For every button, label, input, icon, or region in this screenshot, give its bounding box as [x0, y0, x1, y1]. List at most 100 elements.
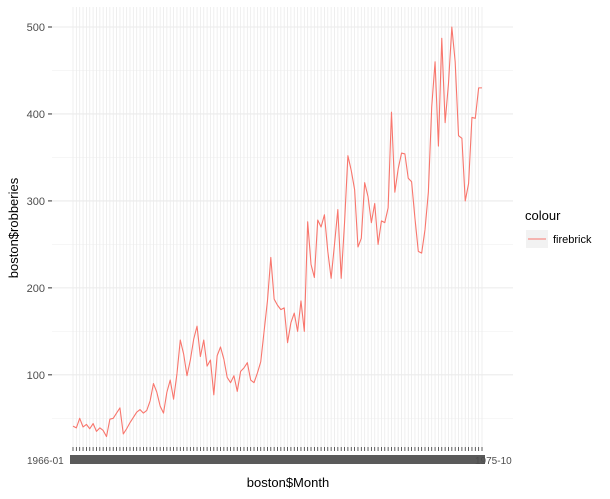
x-tick-label-blur	[271, 455, 278, 464]
x-tick-label-blur	[274, 455, 281, 464]
x-tick-label-blur	[147, 455, 154, 464]
x-tick-label-blur	[207, 455, 214, 464]
x-tick-label-blur	[318, 455, 325, 464]
x-tick-label-blur	[110, 455, 117, 464]
x-tick-label-blur	[126, 455, 133, 464]
x-tick-label-blur	[180, 455, 187, 464]
x-tick-label-blur	[428, 455, 435, 464]
x-tick-label-blur	[287, 455, 294, 464]
x-tick-label-blur	[284, 455, 291, 464]
x-tick-label-blur	[86, 455, 93, 464]
x-tick-label-blur	[93, 455, 100, 464]
x-tick-label-blur	[304, 455, 311, 464]
x-tick-label-blur	[314, 455, 321, 464]
x-tick-label-blur	[391, 455, 398, 464]
x-tick-label-blur	[237, 455, 244, 464]
series-layer	[72, 26, 482, 438]
x-tick-label-blur	[264, 455, 271, 464]
x-tick-label-blur	[408, 455, 415, 464]
grid	[52, 7, 513, 447]
plot-panel	[52, 7, 513, 447]
x-tick-label-blur	[254, 455, 261, 464]
x-tick-label-blur	[297, 455, 304, 464]
x-tick-label-blur	[324, 455, 331, 464]
x-tick-label-blur	[422, 455, 429, 464]
x-tick-label-blur	[435, 455, 442, 464]
x-tick-label-blur	[120, 455, 127, 464]
x-tick-label-blur	[251, 455, 258, 464]
x-tick-label-blur	[328, 455, 335, 464]
x-tick-label-blur	[385, 455, 392, 464]
x-tick-label-blur	[224, 455, 231, 464]
x-tick-label-blur	[351, 455, 358, 464]
x-tick-label-blur	[398, 455, 405, 464]
x-tick-label-blur	[100, 455, 107, 464]
legend: colour firebrick	[525, 208, 592, 248]
x-tick-label-blur	[462, 455, 469, 464]
x-tick-label-blur	[240, 455, 247, 464]
x-tick-label-blur	[103, 455, 110, 464]
x-tick-label-blur	[197, 455, 204, 464]
x-tick-label-blur	[173, 455, 180, 464]
x-tick-label-blur	[375, 455, 382, 464]
x-tick-label-blur	[401, 455, 408, 464]
x-tick-label-blur	[291, 455, 298, 464]
x-tick-label-blur	[458, 455, 465, 464]
x-tick-label-blur	[130, 455, 137, 464]
x-tick-label-blur	[358, 455, 365, 464]
x-tick-label-blur	[244, 455, 251, 464]
x-tick-label-blur	[425, 455, 432, 464]
x-tick-label-blur	[217, 455, 224, 464]
x-tick-label-blur	[442, 455, 449, 464]
x-tick-label-blur	[76, 455, 83, 464]
x-tick-label-blur	[116, 455, 123, 464]
x-tick-label-blur	[261, 455, 268, 464]
y-tick-label: 400	[27, 109, 45, 121]
x-tick-label-blur	[465, 455, 472, 464]
x-tick-label-blur	[200, 455, 207, 464]
x-tick-label-blur	[438, 455, 445, 464]
x-tick-label-blur	[83, 455, 90, 464]
x-tick-label-blur	[405, 455, 412, 464]
x-tick-label-blur	[137, 455, 144, 464]
x-tick-label-blur	[133, 455, 140, 464]
x-tick-label-blur	[472, 455, 479, 464]
series-line-robberies	[72, 26, 482, 438]
x-tick-label-blur	[177, 455, 184, 464]
x-tick-label-blur	[190, 455, 197, 464]
x-tick-label-blur	[468, 455, 475, 464]
x-tick-label-blur	[361, 455, 368, 464]
x-tick-label-blur	[210, 455, 217, 464]
x-tick-label-blur	[381, 455, 388, 464]
x-tick-label-blur	[160, 455, 167, 464]
x-tick-label-blur	[73, 455, 80, 464]
x-tick-label-blur	[475, 455, 482, 464]
x-tick-label-blur	[187, 455, 194, 464]
x-tick-label-blur	[220, 455, 227, 464]
x-tick-label-blur	[70, 455, 76, 464]
x-tick-label-blur	[227, 455, 234, 464]
y-tick-label: 200	[27, 283, 45, 295]
x-tick-label-blur	[455, 455, 462, 464]
x-tick-label-blur	[123, 455, 130, 464]
x-tick-label-blur	[432, 455, 439, 464]
x-tick-label-left: 1966-01	[27, 456, 64, 467]
x-tick-label-blur	[448, 455, 455, 464]
x-tick-label-blur	[415, 455, 422, 464]
legend-title: colour	[525, 208, 561, 223]
x-tick-label-blur	[106, 455, 113, 464]
x-tick-label-blur	[143, 455, 150, 464]
x-tick-label-blur	[170, 455, 177, 464]
x-tick-label-blur	[368, 455, 375, 464]
x-tick-label-blur	[80, 455, 87, 464]
y-tick-label: 500	[27, 22, 45, 34]
legend-label: firebrick	[553, 234, 592, 246]
axes: 100 200 300 400 500 1966-01 1975-10	[27, 22, 512, 467]
x-tick-label-blur	[230, 455, 237, 464]
x-tick-label-blur	[418, 455, 425, 464]
x-tick-label-blur	[157, 455, 164, 464]
x-tick-label-blur	[452, 455, 459, 464]
x-axis-title: boston$Month	[247, 475, 329, 490]
